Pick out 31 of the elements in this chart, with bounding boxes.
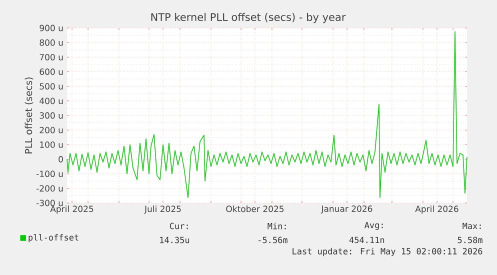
text: 5.58m xyxy=(458,236,482,244)
y-tick-label: 800 u xyxy=(40,39,63,46)
legend-label: pll-offset xyxy=(28,234,78,242)
text: -5.56m xyxy=(258,236,288,244)
text: Avg: xyxy=(364,222,383,230)
text: 14.35u xyxy=(160,236,190,244)
y-tick-label: -100 u xyxy=(36,170,63,178)
y-tick-label: 100 u xyxy=(40,141,63,148)
y-tick-label: 300 u xyxy=(40,112,63,119)
line-series xyxy=(66,31,468,198)
text: Max: xyxy=(462,222,481,230)
y-tick-label: 500 u xyxy=(40,83,63,90)
text: Min: xyxy=(268,222,286,230)
y-tick-label: 0 xyxy=(58,156,63,162)
x-tick-label: Oktober 2025 xyxy=(226,206,284,212)
x-tick-label: April 2026 xyxy=(415,206,458,214)
x-tick-label: April 2025 xyxy=(50,206,94,214)
y-tick-label: 600 u xyxy=(40,68,63,75)
y-tick-label: -300 u xyxy=(36,200,63,206)
y-tick-label: 200 u xyxy=(40,126,63,134)
x-tick-label: Januar 2026 xyxy=(320,206,372,214)
y-tick-label: -200 u xyxy=(36,185,63,192)
text: 454.11n xyxy=(349,236,384,244)
x-tick-label: Juli 2025 xyxy=(144,206,181,214)
text: Cur: xyxy=(170,222,188,230)
y-axis-title: PLL offset (secs) xyxy=(24,78,34,154)
y-tick-label: 900 u xyxy=(40,24,63,32)
text: Last update: Fri May 15 02:00:11 2026 xyxy=(292,248,482,256)
y-tick-label: 700 u xyxy=(40,54,63,60)
y-tick-label: 400 u xyxy=(40,98,63,104)
chart-title: NTP kernel PLL offset (secs) - by year xyxy=(151,12,346,24)
